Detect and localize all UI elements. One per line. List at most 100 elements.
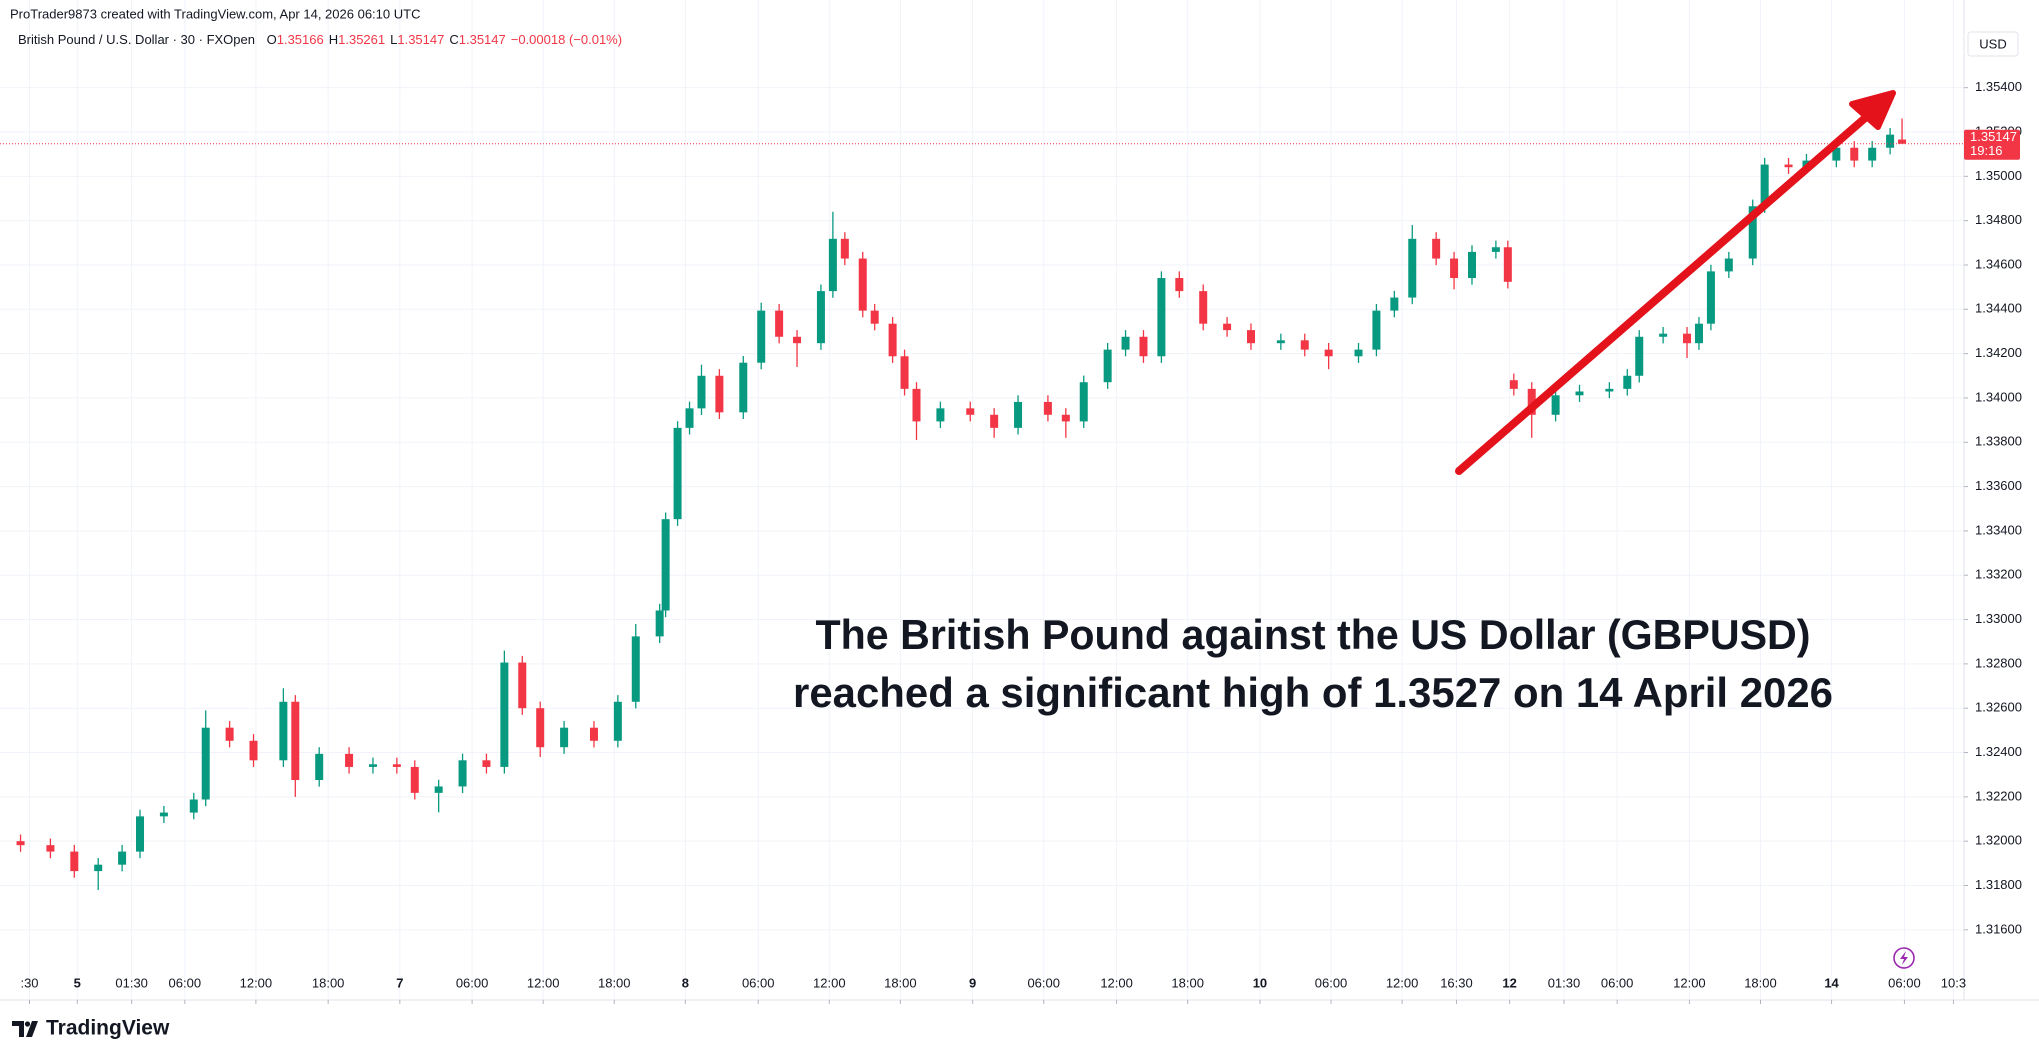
candle [1276, 333, 1285, 350]
candle-body [1199, 291, 1208, 324]
candle [1121, 330, 1130, 357]
candle [858, 251, 867, 318]
candle [1246, 323, 1255, 350]
candle-body [1509, 380, 1518, 389]
candle [345, 747, 354, 774]
legend-value: 1.35261 [338, 32, 385, 47]
candle [1605, 382, 1614, 399]
x-tick-label: 12 [1502, 975, 1516, 990]
y-tick-label: 1.32200 [1975, 788, 2022, 803]
y-tick-label: 1.33000 [1975, 611, 2022, 626]
candle-body [392, 764, 401, 767]
candle [816, 284, 825, 350]
candle [1886, 128, 1895, 155]
x-tick-label: 01:30 [1548, 975, 1581, 990]
candle-body [655, 610, 664, 637]
candle-body [1372, 310, 1381, 350]
candle-body [840, 238, 849, 259]
candle [16, 834, 25, 852]
candle-body [673, 427, 682, 520]
candle [458, 753, 467, 794]
candle [315, 747, 324, 787]
x-tick-label: 7 [396, 975, 403, 990]
x-tick-label: :30 [20, 975, 38, 990]
candle-body [94, 864, 103, 872]
candle [1784, 157, 1793, 174]
candle-body [828, 238, 837, 292]
candle [46, 838, 55, 859]
candle-body [966, 408, 975, 415]
arrow-head [1849, 90, 1896, 130]
candle [589, 721, 598, 748]
last-price-label: 1.35147 [1970, 129, 2017, 144]
candle-body [900, 356, 909, 389]
candle [201, 710, 210, 807]
candle-body [70, 851, 79, 872]
candle [697, 364, 706, 416]
candle-body [793, 336, 802, 344]
candle-body [345, 753, 354, 767]
candle-body [1784, 164, 1793, 168]
candle-body [291, 701, 300, 781]
candle-body [1868, 147, 1877, 161]
candle-body [1748, 206, 1757, 259]
candle-body [434, 786, 443, 793]
candle [1079, 375, 1088, 429]
candle [1551, 388, 1560, 422]
candle-body [1694, 323, 1703, 344]
candle [159, 805, 168, 824]
candle [291, 695, 300, 797]
candle-body [816, 291, 825, 344]
candle-body [1683, 333, 1692, 344]
arrow-shaft [1455, 108, 1876, 475]
candle [279, 688, 288, 767]
y-tick-label: 1.31800 [1975, 877, 2022, 892]
candle [1014, 395, 1023, 435]
y-tick-label: 1.32000 [1975, 833, 2022, 848]
candle-body [1605, 388, 1614, 392]
candle-body [870, 310, 879, 324]
candle [966, 401, 975, 422]
candle [661, 512, 670, 618]
candle-body [1103, 349, 1112, 383]
candle-body [1898, 139, 1907, 144]
candle-body [500, 662, 509, 767]
candle [189, 792, 198, 820]
candle-body [118, 851, 127, 865]
currency-box [1967, 31, 2019, 57]
candle [536, 701, 545, 757]
candle-body [482, 760, 491, 767]
candle [715, 369, 724, 419]
candle-body [1043, 401, 1052, 415]
candle-body [1061, 414, 1070, 422]
candle [1724, 251, 1733, 279]
candle-body [1390, 297, 1399, 311]
candle-body [1635, 336, 1644, 376]
candle-body [1491, 247, 1500, 252]
candle-body [1432, 238, 1441, 259]
candle [655, 603, 664, 644]
candle [1432, 232, 1441, 266]
candle [1898, 118, 1907, 144]
candle [613, 695, 622, 748]
y-tick-label: 1.34400 [1975, 301, 2022, 316]
candle [1850, 141, 1859, 168]
candle [1623, 369, 1632, 396]
x-tick-label: 12:00 [1673, 975, 1706, 990]
candle [1139, 330, 1148, 363]
x-tick-label: 06:00 [1888, 975, 1921, 990]
candle [118, 844, 127, 872]
x-tick-label: 18:00 [312, 975, 345, 990]
candle-body [1832, 147, 1841, 161]
candle [1223, 317, 1232, 337]
go-live-icon[interactable] [1893, 947, 1915, 969]
brand-logo-dot [24, 1021, 31, 1027]
candle [368, 757, 377, 774]
candle [1157, 271, 1166, 363]
candle-body [739, 362, 748, 413]
candle [1450, 251, 1459, 290]
x-tick-label: 18:00 [884, 975, 917, 990]
last-price-box [1964, 129, 2020, 160]
candle-body [136, 816, 145, 852]
candle-body [1575, 391, 1584, 396]
